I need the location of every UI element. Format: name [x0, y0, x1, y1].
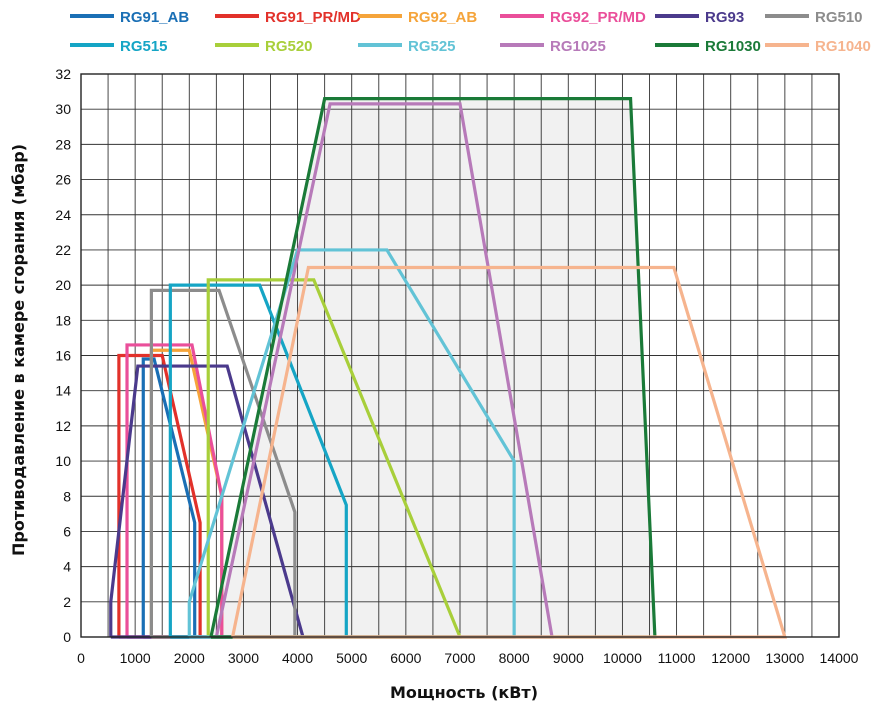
y-tick-label: 26 — [55, 172, 71, 188]
legend-label: RG1025 — [550, 38, 606, 55]
y-tick-label: 8 — [63, 488, 71, 504]
plot-frame — [80, 73, 840, 638]
x-tick-label: 0 — [77, 650, 85, 666]
legend: RG91_AB RG91_PR/MD RG92_AB RG92_PR/MD RG93 RG… — [70, 9, 871, 55]
x-tick-label: 2000 — [174, 650, 205, 666]
y-tick-label: 20 — [55, 277, 71, 293]
y-tick-label: 10 — [55, 453, 71, 469]
axes — [80, 73, 840, 638]
y-tick-label: 24 — [55, 207, 71, 223]
y-tick-label: 32 — [55, 66, 71, 82]
legend-label: RG92_AB — [408, 9, 477, 26]
legend-label: RG1030 — [705, 38, 761, 55]
x-axis-title: Мощность (кВт) — [390, 683, 538, 702]
x-tick-label: 9000 — [553, 650, 584, 666]
legend-label: RG91_PR/MD — [265, 9, 361, 26]
legend-label: RG520 — [265, 38, 313, 55]
x-tick-label: 10000 — [603, 650, 642, 666]
legend-label: RG525 — [408, 38, 456, 55]
x-tick-label: 13000 — [765, 650, 804, 666]
x-tick-label: 4000 — [282, 650, 313, 666]
y-tick-label: 6 — [63, 523, 71, 539]
x-tick-label: 7000 — [444, 650, 475, 666]
x-tick-label: 14000 — [820, 650, 859, 666]
y-tick-label: 18 — [55, 312, 71, 328]
y-axis-title: Противодавление в камере сгорания (мбар) — [9, 144, 28, 556]
x-tick-label: 8000 — [499, 650, 530, 666]
x-tick-labels: 0 1000 2000 3000 4000 5000 6000 7000 8000 9000 100… — [77, 650, 859, 666]
legend-label: RG515 — [120, 38, 168, 55]
y-tick-label: 30 — [55, 101, 71, 117]
y-tick-label: 4 — [63, 559, 71, 575]
x-tick-label: 3000 — [228, 650, 259, 666]
legend-label: RG510 — [815, 9, 863, 26]
y-tick-label: 14 — [55, 383, 71, 399]
y-tick-label: 0 — [63, 629, 71, 645]
x-tick-label: 11000 — [658, 650, 696, 666]
y-tick-label: 22 — [55, 242, 71, 258]
y-tick-label: 16 — [55, 348, 71, 364]
y-tick-label: 28 — [55, 136, 71, 152]
x-tick-label: 1000 — [120, 650, 151, 666]
legend-label: RG92_PR/MD — [550, 9, 646, 26]
legend-label: RG93 — [705, 9, 744, 26]
y-tick-label: 2 — [63, 594, 71, 610]
x-tick-label: 12000 — [711, 650, 750, 666]
legend-label: RG1040 — [815, 38, 871, 55]
x-tick-label: 6000 — [390, 650, 421, 666]
legend-label: RG91_AB — [120, 9, 189, 26]
y-tick-label: 12 — [55, 418, 71, 434]
x-tick-label: 5000 — [336, 650, 367, 666]
